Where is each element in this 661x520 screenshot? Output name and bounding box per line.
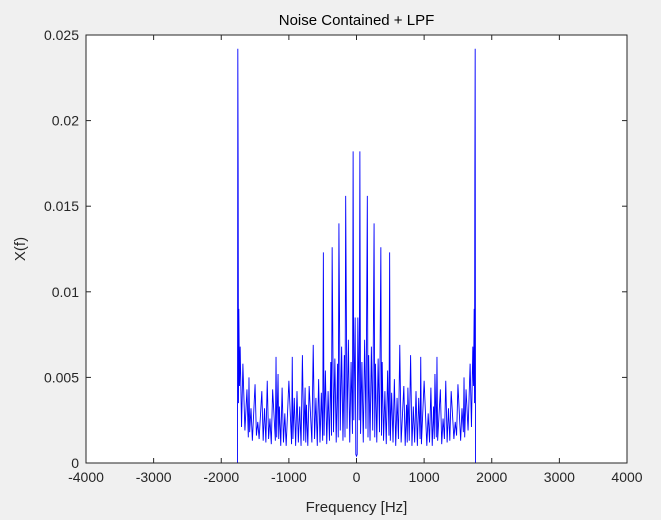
chart-title: Noise Contained + LPF	[279, 12, 435, 29]
x-tick-label: -2000	[203, 469, 239, 485]
y-tick-label: 0.01	[52, 284, 79, 300]
y-tick-label: 0	[71, 455, 79, 471]
x-tick-label: 1000	[409, 469, 440, 485]
plot-frame	[85, 34, 628, 464]
y-tick-label: 0.02	[52, 113, 79, 129]
x-tick-label: 0	[353, 469, 361, 485]
y-axis-label: X(f)	[12, 237, 29, 261]
x-axis-label: Frequency [Hz]	[306, 499, 408, 516]
y-tick-label: 0.015	[44, 198, 79, 214]
x-tick-label: 4000	[611, 469, 642, 485]
tick-labels: -4000 -3000 -2000 -1000 0 1000 2000 3000 4000 0 0.…	[44, 27, 643, 485]
x-tick-label: 2000	[476, 469, 507, 485]
spectrum-line	[86, 48, 627, 464]
x-tick-label: -1000	[271, 469, 307, 485]
x-tick-label: -3000	[136, 469, 172, 485]
y-tick-label: 0.005	[44, 369, 79, 385]
plot-area	[86, 35, 627, 463]
x-tick-label: 3000	[544, 469, 575, 485]
y-tick-label: 0.025	[44, 27, 79, 43]
series-layer	[86, 48, 627, 464]
x-tick-label: -4000	[68, 469, 104, 485]
